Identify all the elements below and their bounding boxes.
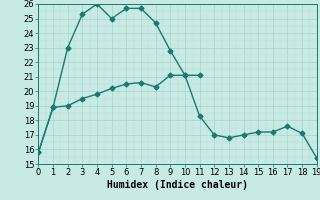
X-axis label: Humidex (Indice chaleur): Humidex (Indice chaleur) [107,180,248,190]
